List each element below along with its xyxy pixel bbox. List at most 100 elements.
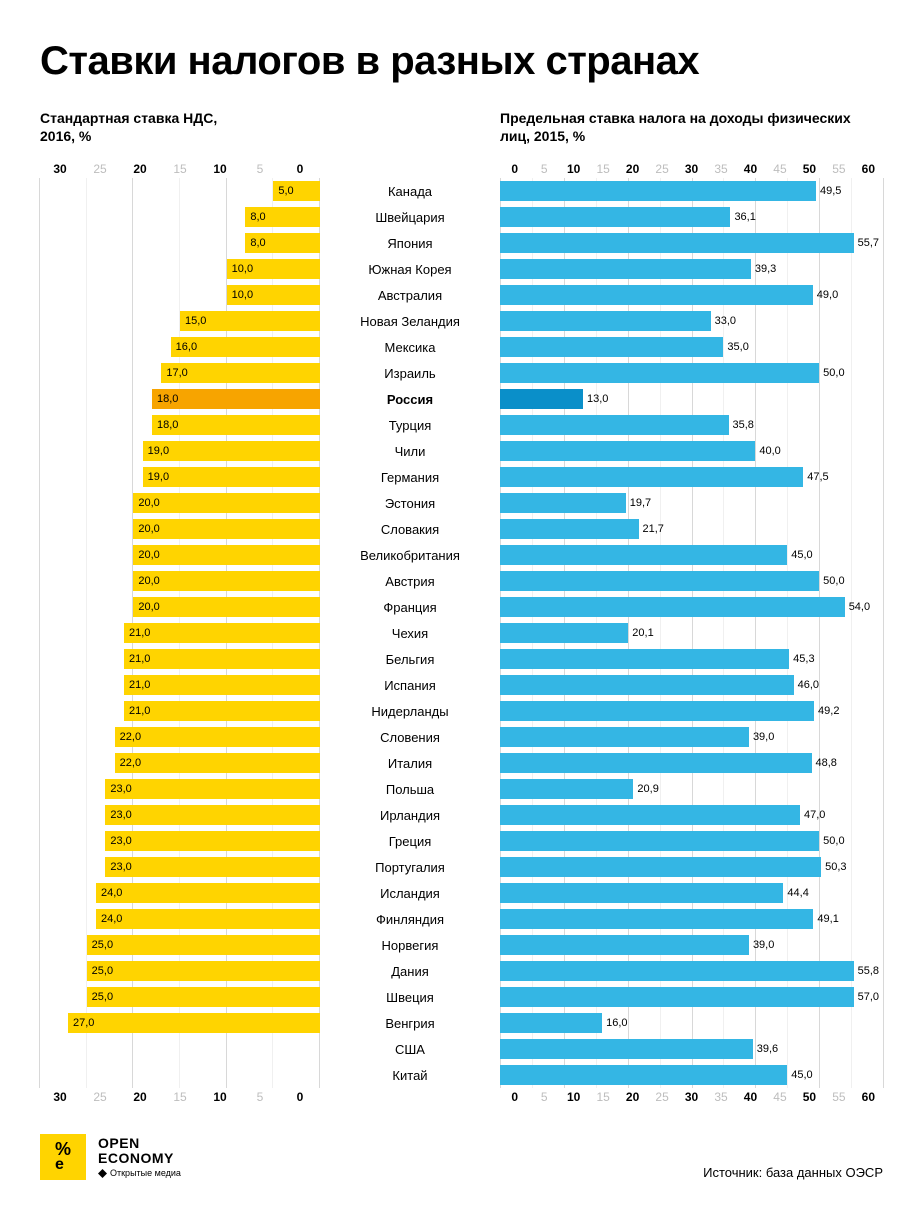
left-bar-row: 22,0 — [40, 724, 320, 750]
axis-tick: 60 — [854, 1090, 883, 1104]
country-label: Китай — [320, 1068, 500, 1083]
vat-bar: 8,0 — [245, 233, 320, 253]
vat-bar: 27,0 — [68, 1013, 320, 1033]
country-label: Израиль — [320, 366, 500, 381]
left-axis-bottom: 302520151050 — [40, 1088, 320, 1106]
income-bar-label: 49,0 — [813, 289, 842, 301]
left-bar-row: 27,0 — [40, 1010, 320, 1036]
country-row: Нидерланды — [320, 698, 500, 724]
axis-tick: 30 — [677, 162, 706, 176]
axis-tick: 20 — [120, 1090, 160, 1104]
vat-bar-label: 21,0 — [124, 679, 155, 691]
vat-bar: 21,0 — [124, 623, 320, 643]
axis-tick: 15 — [160, 1090, 200, 1104]
income-bar — [500, 1013, 602, 1033]
country-label: Словения — [320, 730, 500, 745]
left-bar-row: 18,0 — [40, 412, 320, 438]
page-title: Ставки налогов в разных странах — [40, 40, 883, 82]
vat-bar: 25,0 — [87, 935, 320, 955]
axis-tick: 0 — [280, 1090, 320, 1104]
income-bar-label: 44,4 — [783, 887, 812, 899]
income-bar-label: 19,7 — [626, 497, 655, 509]
income-bar-label: 54,0 — [845, 601, 874, 613]
right-bar-row: 39,6 — [500, 1036, 883, 1062]
income-bar-label: 39,0 — [749, 939, 778, 951]
right-bar-row: 19,7 — [500, 490, 883, 516]
right-bar-row: 45,0 — [500, 542, 883, 568]
vat-bar-label: 20,0 — [133, 601, 164, 613]
vat-bar: 25,0 — [87, 961, 320, 981]
country-label: Чили — [320, 444, 500, 459]
logo-line1: OPEN — [98, 1136, 181, 1151]
country-label: Венгрия — [320, 1016, 500, 1031]
vat-bar-label: 10,0 — [227, 289, 258, 301]
right-bar-row: 50,3 — [500, 854, 883, 880]
income-bar — [500, 779, 633, 799]
axis-tick: 25 — [647, 1090, 676, 1104]
country-row: Япония — [320, 230, 500, 256]
vat-bar: 18,0 — [152, 415, 320, 435]
country-label: Дания — [320, 964, 500, 979]
country-label: Южная Корея — [320, 262, 500, 277]
vat-bar-label: 8,0 — [245, 237, 270, 249]
country-row: Испания — [320, 672, 500, 698]
country-row: Италия — [320, 750, 500, 776]
left-bar-row: 20,0 — [40, 594, 320, 620]
country-row: Швеция — [320, 984, 500, 1010]
left-bar-row: 20,0 — [40, 516, 320, 542]
country-label: Австралия — [320, 288, 500, 303]
vat-bar: 25,0 — [87, 987, 320, 1007]
income-bar-label: 39,6 — [753, 1043, 782, 1055]
country-label: Швеция — [320, 990, 500, 1005]
income-bar — [500, 545, 787, 565]
income-bar — [500, 259, 751, 279]
country-row: Швейцария — [320, 204, 500, 230]
axis-tick: 20 — [618, 1090, 647, 1104]
left-bar-row: 5,0 — [40, 178, 320, 204]
country-row: Чехия — [320, 620, 500, 646]
left-bar-row: 20,0 — [40, 542, 320, 568]
country-label: Чехия — [320, 626, 500, 641]
vat-bar-label: 21,0 — [124, 653, 155, 665]
vat-bar: 10,0 — [227, 285, 320, 305]
income-bar — [500, 493, 626, 513]
vat-bar: 19,0 — [143, 467, 320, 487]
right-subtitle: Предельная ставка налога на доходы физич… — [500, 110, 883, 146]
logo-block: %e OPEN ECONOMY Открытые медиа — [40, 1134, 181, 1180]
vat-bar-label: 16,0 — [171, 341, 202, 353]
income-bar-label: 48,8 — [812, 757, 841, 769]
country-row: Канада — [320, 178, 500, 204]
left-bar-row: 17,0 — [40, 360, 320, 386]
income-bar-label: 47,5 — [803, 471, 832, 483]
right-bar-row: 35,8 — [500, 412, 883, 438]
country-row: Мексика — [320, 334, 500, 360]
vat-bar-label: 19,0 — [143, 445, 174, 457]
income-bar — [500, 727, 749, 747]
country-label: Финляндия — [320, 912, 500, 927]
vat-bar-label: 5,0 — [273, 185, 298, 197]
income-bar — [500, 285, 813, 305]
axis-tick: 40 — [736, 162, 765, 176]
right-bar-row: 47,0 — [500, 802, 883, 828]
income-bar-label: 50,0 — [819, 367, 848, 379]
left-chart: Стандартная ставка НДС, 2016, % 30252015… — [40, 110, 320, 1106]
axis-tick: 10 — [200, 1090, 240, 1104]
income-bar-label: 36,1 — [730, 211, 759, 223]
vat-bar: 24,0 — [96, 909, 320, 929]
country-row: Германия — [320, 464, 500, 490]
right-bar-row: 49,0 — [500, 282, 883, 308]
left-bar-row: 18,0 — [40, 386, 320, 412]
vat-bar-label: 25,0 — [87, 939, 118, 951]
right-bar-row: 35,0 — [500, 334, 883, 360]
vat-bar: 20,0 — [133, 571, 320, 591]
left-bar-row: 21,0 — [40, 672, 320, 698]
vat-bar-label: 23,0 — [105, 861, 136, 873]
left-bars: 5,08,08,010,010,015,016,017,018,018,019,… — [40, 178, 320, 1088]
country-label: Исландия — [320, 886, 500, 901]
income-bar — [500, 207, 730, 227]
axis-tick: 0 — [500, 162, 529, 176]
income-bar — [500, 1065, 787, 1085]
income-bar-label: 35,0 — [723, 341, 752, 353]
income-bar-label: 13,0 — [583, 393, 612, 405]
right-bar-row: 20,1 — [500, 620, 883, 646]
